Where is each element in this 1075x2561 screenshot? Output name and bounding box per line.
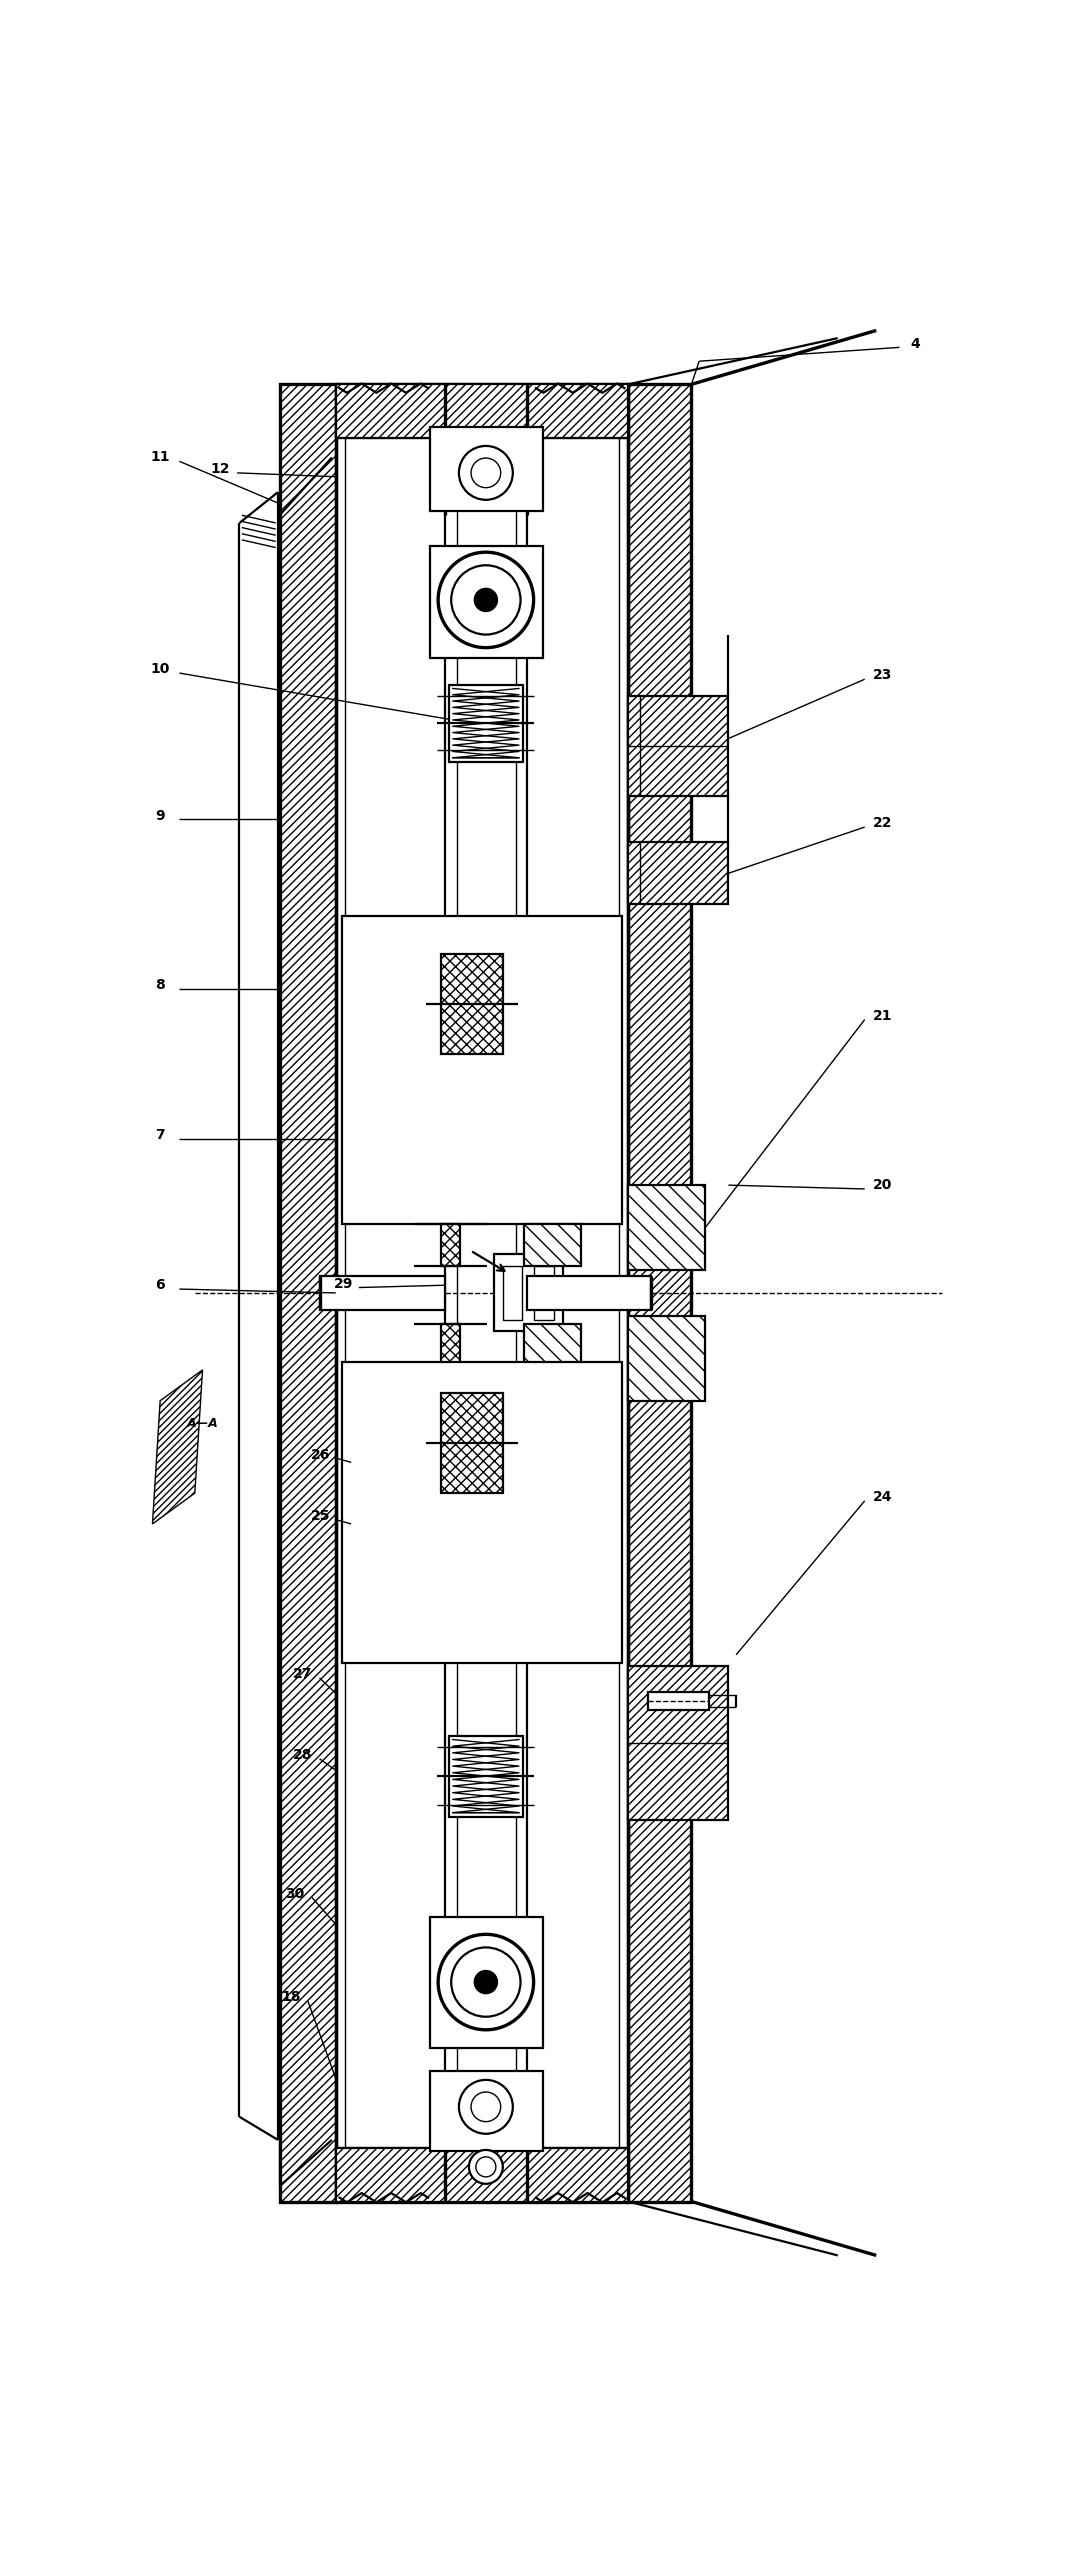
Circle shape	[471, 2092, 501, 2121]
Bar	[441, 955, 503, 1055]
Bar	[628, 697, 729, 796]
Bar	[628, 843, 729, 904]
Text: 20: 20	[873, 1178, 892, 1191]
Bar	[628, 1316, 705, 1401]
Circle shape	[482, 597, 490, 604]
Bar	[647, 1693, 710, 1711]
Bar	[449, 684, 522, 761]
Bar	[493, 1255, 563, 1332]
Text: 26: 26	[311, 1447, 330, 1462]
Bar	[534, 1265, 554, 1319]
Text: 27: 27	[292, 1667, 313, 1680]
Bar	[342, 917, 622, 1224]
Circle shape	[452, 1946, 520, 2016]
Bar	[449, 1736, 522, 1816]
Bar	[524, 1224, 582, 1265]
Text: 11: 11	[151, 451, 170, 464]
Bar	[430, 2072, 543, 2151]
Circle shape	[459, 2080, 513, 2133]
Bar	[628, 384, 691, 2202]
Bar	[628, 1186, 705, 1270]
Text: A—A: A—A	[187, 1416, 219, 1432]
Text: 23: 23	[873, 668, 892, 681]
Text: 24: 24	[873, 1491, 892, 1503]
Bar	[335, 2149, 628, 2202]
Bar	[320, 1275, 445, 1309]
Polygon shape	[240, 492, 278, 2141]
Bar	[342, 1362, 622, 1662]
Text: 21: 21	[873, 1009, 892, 1022]
Circle shape	[482, 1977, 490, 1985]
Bar	[441, 1324, 460, 1365]
Bar	[628, 1667, 729, 1821]
Text: 6: 6	[156, 1278, 164, 1293]
Bar	[430, 1916, 543, 2049]
Text: 7: 7	[156, 1127, 164, 1142]
Bar	[430, 428, 543, 512]
Text: 8: 8	[155, 978, 166, 991]
Text: 28: 28	[292, 1749, 313, 1762]
Bar	[528, 1275, 651, 1309]
Bar	[503, 1265, 522, 1319]
Bar	[441, 1393, 503, 1493]
Circle shape	[439, 553, 533, 648]
Text: 22: 22	[873, 817, 892, 830]
Circle shape	[439, 1934, 533, 2031]
Circle shape	[459, 446, 513, 499]
Circle shape	[471, 458, 501, 487]
Circle shape	[476, 2156, 496, 2177]
Text: 4: 4	[909, 338, 919, 351]
Circle shape	[474, 1969, 498, 1992]
Text: 12: 12	[211, 461, 230, 476]
Text: 30: 30	[285, 1887, 304, 1900]
Bar	[335, 384, 628, 438]
Bar	[441, 1224, 460, 1265]
Bar	[280, 384, 335, 2202]
Text: 25: 25	[311, 1508, 330, 1524]
Circle shape	[474, 589, 498, 612]
Bar	[430, 545, 543, 658]
Text: 18: 18	[282, 1990, 301, 2005]
Circle shape	[469, 2149, 503, 2185]
Circle shape	[452, 566, 520, 635]
Bar	[524, 1324, 582, 1365]
Text: 10: 10	[151, 663, 170, 676]
Text: 29: 29	[333, 1278, 353, 1291]
Polygon shape	[153, 1370, 202, 1524]
Text: 9: 9	[156, 809, 164, 822]
